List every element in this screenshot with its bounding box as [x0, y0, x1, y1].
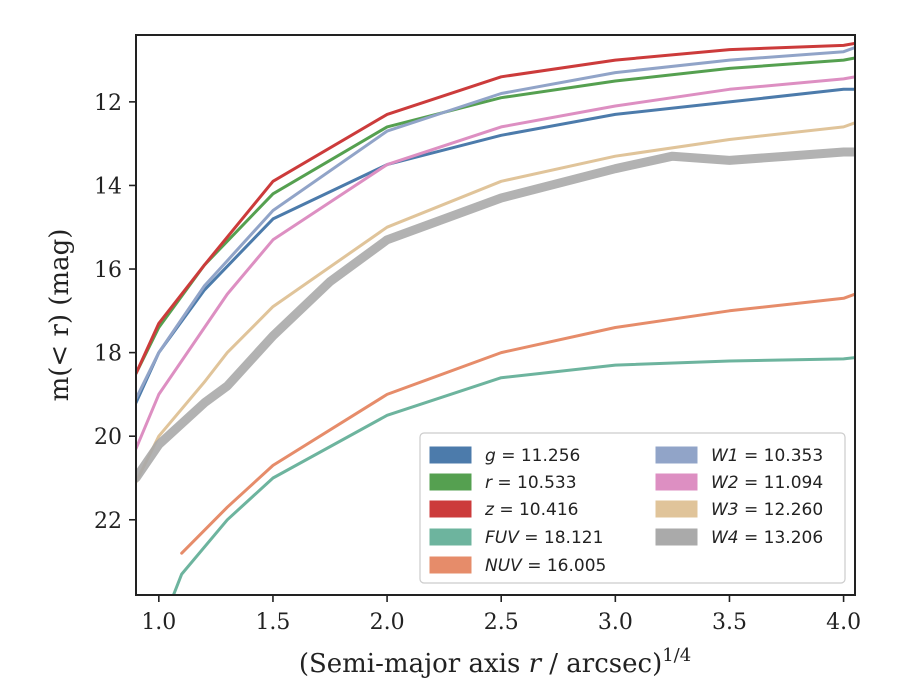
series-layer [136, 41, 855, 595]
y-tick-label: 22 [94, 509, 122, 534]
x-tick-label: 4.0 [826, 610, 861, 635]
y-tick-label: 20 [94, 425, 122, 450]
ticks-layer: 1.0 1.5 2.0 2.5 3.0 3.5 4.0 12 14 16 18 20 22 [94, 91, 861, 635]
x-tick-label: 3.5 [712, 610, 747, 635]
legend-swatch-w1 [655, 446, 698, 464]
legend: g = 11.256 r = 10.533 z = 10.416 FUV = 18.1… [419, 432, 846, 584]
legend-swatch-z [429, 500, 472, 518]
y-tick-label: 12 [94, 91, 122, 116]
series-line-fuv [171, 356, 855, 595]
x-axis-title: (Semi-major axis r / arcsec)1/4 [299, 645, 691, 679]
legend-swatch-nuv [429, 556, 472, 574]
plot-frame [135, 34, 856, 596]
y-tick-label: 16 [94, 258, 122, 283]
series-line-w2 [136, 75, 855, 451]
series-line-w3 [136, 121, 855, 484]
legend-label-w2: W2 = 11.094 [711, 473, 823, 493]
legend-label-fuv: FUV = 18.121 [485, 528, 603, 548]
legend-swatch-r [429, 473, 472, 491]
legend-label-w4: W4 = 13.206 [711, 528, 823, 548]
series-line-nuv [180, 292, 855, 555]
series-line-w1 [136, 46, 855, 401]
legend-label-w3: W3 = 12.260 [711, 500, 823, 520]
legend-label-g: g = 11.256 [485, 446, 580, 466]
legend-label-nuv: NUV = 16.005 [485, 556, 606, 576]
x-tick-label: 1.5 [255, 610, 290, 635]
series-line-w4 [136, 147, 855, 483]
legend-swatch-w2 [655, 473, 698, 491]
legend-label-z: z = 10.416 [484, 500, 578, 520]
legend-swatch-g [429, 446, 472, 464]
y-tick-label: 18 [94, 342, 122, 367]
legend-label-r: r = 10.533 [485, 473, 577, 493]
y-axis-title: m(< r) (mag) [45, 229, 75, 402]
legend-label-w1: W1 = 10.353 [711, 446, 823, 466]
y-tick-label: 14 [94, 174, 122, 199]
x-tick-label: 2.0 [370, 610, 405, 635]
x-tick-label: 2.5 [484, 610, 519, 635]
legend-swatch-w4 [655, 528, 698, 546]
x-tick-label: 1.0 [141, 610, 176, 635]
legend-swatch-fuv [429, 528, 472, 546]
legend-frame [419, 432, 846, 584]
x-tick-label: 3.0 [598, 610, 633, 635]
legend-swatch-w3 [655, 500, 698, 518]
series-line-z [136, 41, 855, 375]
